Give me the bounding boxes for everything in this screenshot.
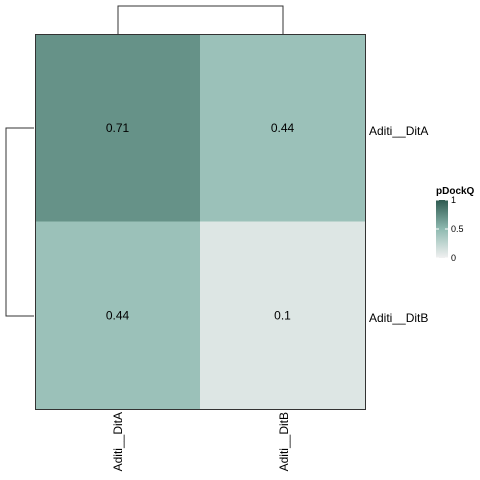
legend-tick-label: 1 (451, 195, 456, 205)
heatmap-cell (200, 221, 365, 409)
legend-title: pDockQ (436, 186, 475, 197)
color-legend: pDockQ 10.50 (436, 186, 475, 263)
row-label-ditb: Aditi__DitB (369, 311, 428, 325)
cell-value-label: 0.71 (106, 121, 130, 135)
column-dendrogram (117, 5, 284, 34)
column-label-dita: Aditi__DitA (111, 412, 125, 471)
heatmap-cell (35, 221, 200, 409)
legend-tick-label: 0 (451, 253, 456, 263)
heatmap-cell (35, 34, 200, 222)
heatmap-cells: 0.71 0.44 0.44 0.1 (35, 34, 365, 409)
heatmap-cell (200, 34, 365, 222)
heatmap-border (35, 34, 366, 410)
row-label-dita: Aditi__DitA (369, 124, 428, 138)
cell-value-label: 0.44 (271, 121, 295, 135)
cell-value-label: 0.44 (106, 308, 130, 322)
cell-value-label: 0.1 (274, 308, 291, 322)
legend-color-bar (436, 200, 448, 258)
row-dendrogram (5, 127, 34, 317)
column-label-ditb: Aditi__DitB (277, 412, 291, 471)
legend-ticks: 10.50 (436, 195, 464, 263)
legend-tick-label: 0.5 (451, 224, 464, 234)
